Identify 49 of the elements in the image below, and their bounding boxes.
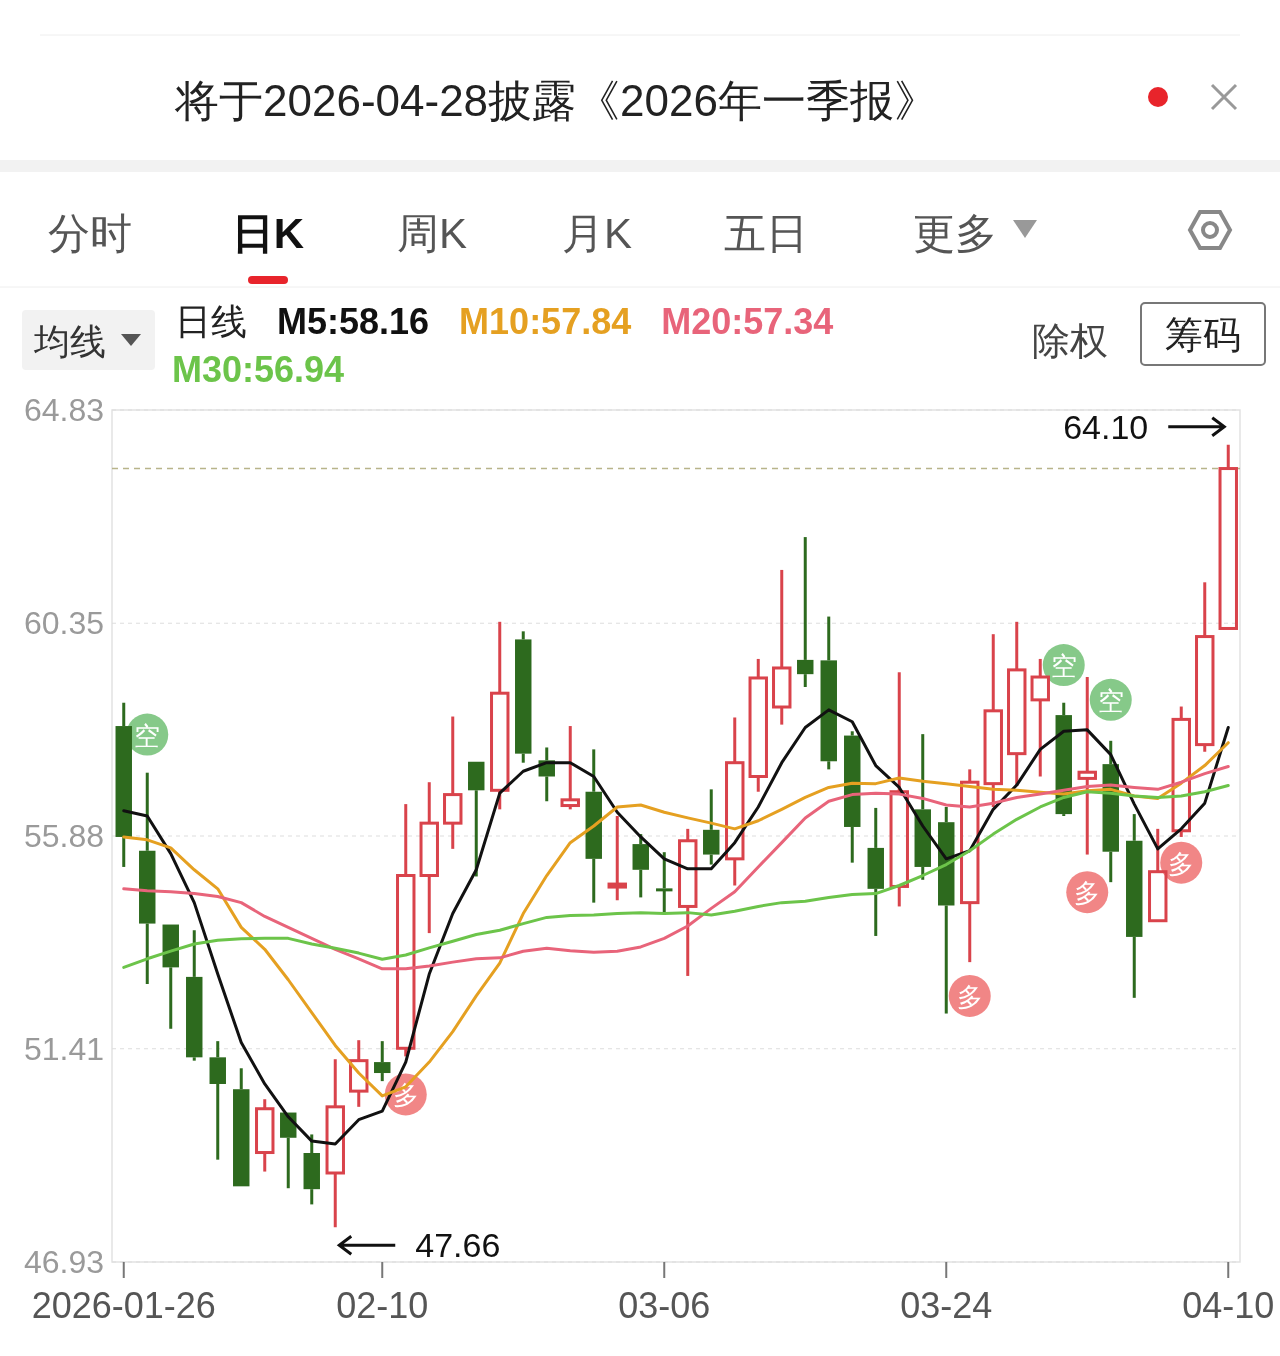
candlestick — [233, 1068, 250, 1187]
text: 筹码 — [1165, 314, 1241, 356]
text: 五日 — [724, 210, 808, 257]
text: 空 — [1097, 685, 1124, 716]
x-tick-label: 04-10 — [1182, 1285, 1275, 1326]
candlestick — [585, 749, 602, 903]
text: 均线 — [33, 321, 106, 362]
candlestick — [186, 930, 203, 1061]
candlestick — [468, 761, 485, 877]
candlestick — [703, 789, 720, 865]
y-tick-label: 60.35 — [23, 605, 104, 642]
text: M30:56.94 — [172, 349, 345, 390]
chart-title: 将于2026-04-28披露《2026年一季报》 — [174, 76, 938, 125]
y-tick-label: 64.83 — [23, 392, 104, 428]
y-tick-label: 51.41 — [23, 1030, 104, 1067]
x-tick-label: 02-10 — [336, 1285, 429, 1326]
candlestick — [844, 731, 861, 863]
text: 月K — [561, 210, 633, 257]
annotation: 47.66 — [415, 1226, 501, 1265]
candlestick — [1126, 814, 1143, 998]
text: M5:58.16 — [277, 301, 430, 342]
candlestick — [374, 1041, 391, 1083]
y-tick-label: 55.88 — [23, 818, 104, 854]
candlestick — [115, 702, 132, 867]
candlestick — [867, 806, 884, 936]
x-tick-label: 03-24 — [900, 1285, 993, 1326]
text: 周K — [396, 210, 468, 257]
series-label: 多 — [1074, 878, 1101, 909]
text: M10:57.84 — [459, 301, 632, 342]
text: 更多 — [913, 210, 997, 257]
text: 分时 — [48, 210, 132, 257]
legend-title: 日线 — [175, 301, 247, 342]
text: 多 — [956, 981, 983, 1012]
x-tick-label: 2026-01-26 — [31, 1285, 216, 1326]
x-tick-label: 03-06 — [618, 1285, 711, 1326]
text: 日K — [231, 210, 305, 257]
series-label: 空 — [134, 720, 161, 751]
candlestick — [209, 1041, 226, 1160]
text: 空 — [1050, 651, 1077, 682]
text: 除权 — [1032, 320, 1108, 362]
candlestick — [515, 631, 532, 763]
text: M20:57.34 — [661, 301, 834, 342]
annotation: 64.10 — [1063, 407, 1149, 446]
candlestick — [797, 537, 814, 688]
y-tick-label: 46.93 — [23, 1244, 104, 1280]
candlestick — [820, 616, 837, 770]
text: 多 — [1168, 848, 1195, 879]
candlestick — [139, 772, 156, 985]
candlestick — [303, 1134, 320, 1205]
